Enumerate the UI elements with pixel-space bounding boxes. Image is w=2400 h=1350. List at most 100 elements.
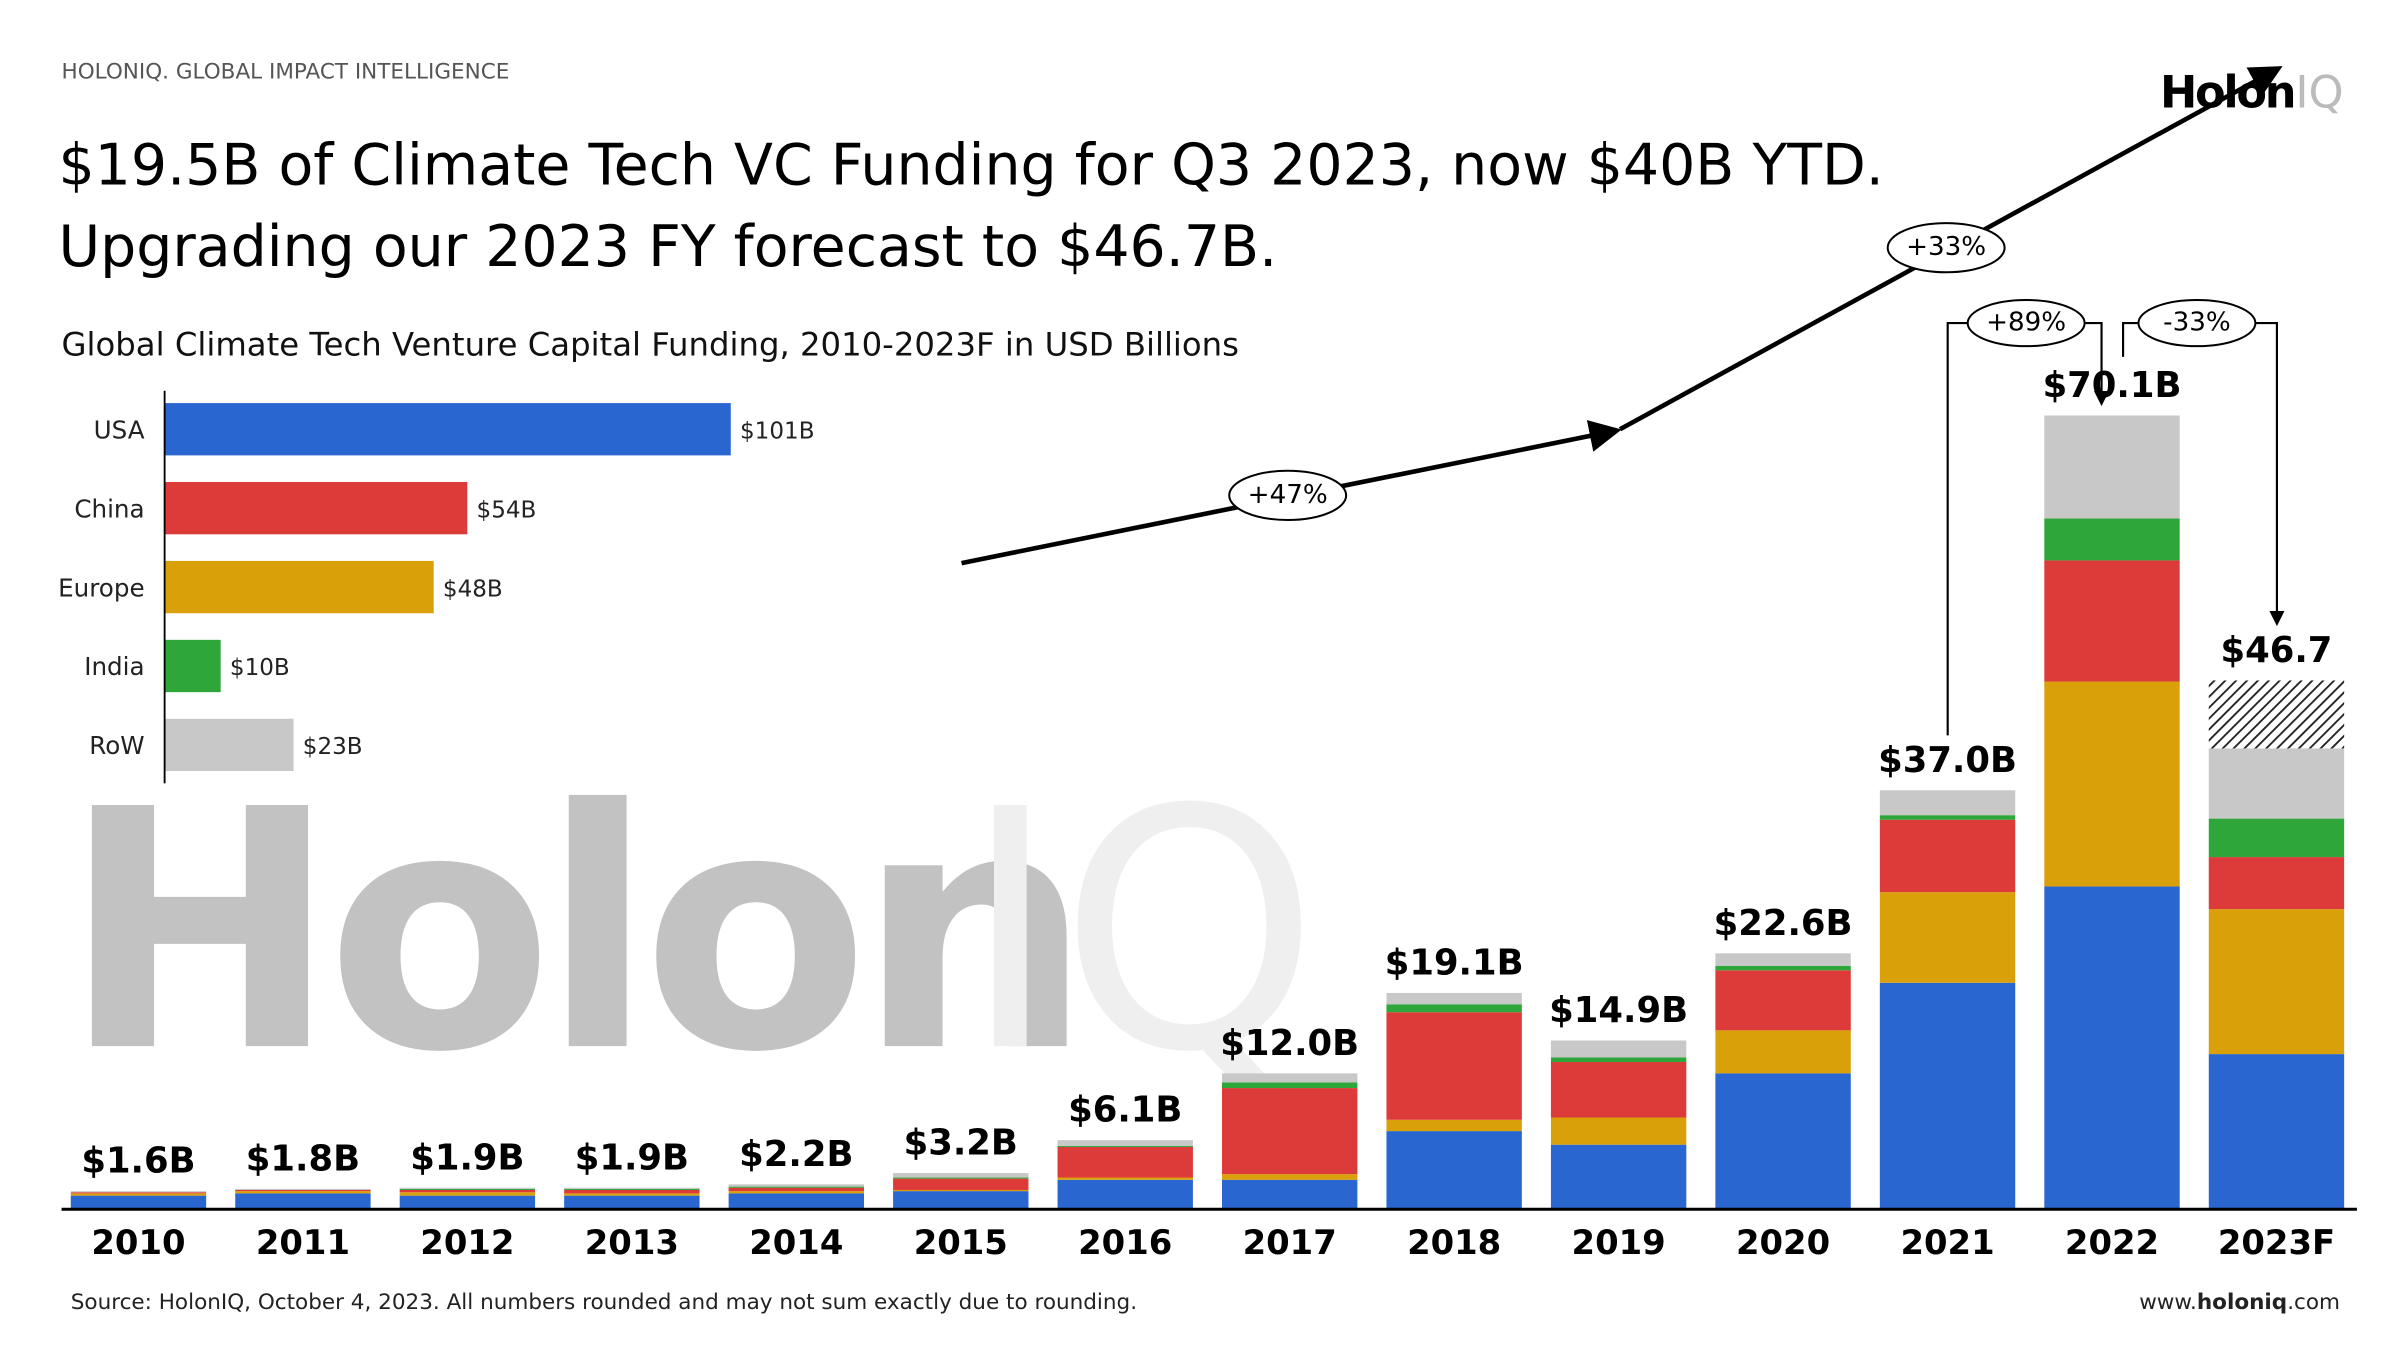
- bar-segment: [1550, 1062, 1687, 1118]
- total-label: $14.9B: [1549, 990, 1688, 1031]
- bar: [164, 639, 221, 693]
- total-label: $1.9B: [575, 1137, 689, 1178]
- bar-segment: [1057, 1145, 1193, 1147]
- total-label: $2.2B: [739, 1134, 853, 1175]
- bar-segment: [1879, 819, 2016, 893]
- bar-segment: [893, 1191, 1029, 1210]
- bar-segment: [1057, 1177, 1193, 1180]
- bar-segment: [1386, 1131, 1522, 1210]
- watermark: Holon IQ: [62, 740, 1320, 1125]
- source: Source: HolonIQ, October 4, 2023. All nu…: [71, 1290, 1137, 1315]
- bar-segment: [2208, 857, 2345, 910]
- annotation: +33%: [1906, 232, 1986, 262]
- annotation: +47%: [1248, 480, 1328, 510]
- bar-segment: [2208, 818, 2345, 858]
- bar-segment: [1222, 1179, 1358, 1210]
- value-label: $54B: [477, 497, 537, 523]
- bar-segment: [235, 1193, 371, 1210]
- bar-segment: [235, 1188, 371, 1190]
- bubble: [1966, 299, 2086, 348]
- bar-segment: [1386, 992, 1522, 1005]
- value-label: $101B: [740, 418, 815, 444]
- total-label: $3.2B: [904, 1123, 1018, 1164]
- bar-segment: [1222, 1082, 1358, 1089]
- bar-segment: [1222, 1088, 1358, 1175]
- logo-iq: IQ: [2295, 67, 2343, 119]
- bar-segment: [399, 1189, 536, 1193]
- bar-segment: [1715, 1030, 1851, 1074]
- bar-segment: [399, 1195, 536, 1210]
- header: HOLONIQ. GLOBAL IMPACT INTELLIGENCE: [62, 59, 510, 84]
- bar-segment: [1057, 1179, 1193, 1210]
- value-label: $10B: [230, 655, 290, 681]
- bar-segment: [1715, 965, 1851, 971]
- bar-segment: [1386, 1004, 1522, 1013]
- x-tick-label: 2013: [585, 1223, 679, 1262]
- x-tick-label: 2023F: [2218, 1223, 2335, 1262]
- bar-segment: [564, 1189, 700, 1194]
- bar-segment: [728, 1186, 864, 1188]
- total-label: $22.6B: [1714, 903, 1853, 944]
- x-tick-label: 2021: [1900, 1223, 1994, 1262]
- bar-segment: [564, 1193, 700, 1196]
- x-tick-label: 2017: [1243, 1223, 1337, 1262]
- website: www.holoniq.com: [2139, 1290, 2340, 1315]
- bar-segment: [1550, 1040, 1687, 1058]
- bar-segment: [235, 1189, 371, 1192]
- x-tick-label: 2015: [914, 1223, 1008, 1262]
- bar-segment: [399, 1192, 536, 1196]
- bar-segment: [1879, 790, 2016, 816]
- bar-segment: [1715, 1073, 1851, 1210]
- annotation: +89%: [1986, 308, 2066, 338]
- bar-segment: [70, 1192, 207, 1194]
- bar-segment: [1879, 815, 2016, 820]
- logo-holon: Holon: [2160, 67, 2294, 119]
- bar-segment: [1879, 982, 2016, 1210]
- bar-segment: [1715, 953, 1851, 966]
- total-label: $6.1B: [1068, 1090, 1182, 1131]
- bar-segment: [70, 1191, 207, 1193]
- bubble: [2137, 299, 2257, 348]
- x-tick-label: 2012: [420, 1223, 514, 1262]
- category-label: USA: [94, 415, 145, 444]
- bar-segment: [399, 1188, 536, 1190]
- bar-segment: [1715, 970, 1851, 1031]
- bar-segment: [564, 1188, 700, 1190]
- subtitle: Global Climate Tech Venture Capital Fund…: [62, 325, 1239, 363]
- bar-segment: [2208, 748, 2345, 819]
- x-tick-label: 2018: [1407, 1223, 1501, 1262]
- bar: [164, 718, 294, 772]
- website-part: .com: [2287, 1290, 2340, 1315]
- bar-segment: [893, 1172, 1029, 1178]
- watermark-iq: IQ: [962, 740, 1320, 1125]
- bar-segment: [893, 1178, 1029, 1190]
- value-label: $48B: [443, 576, 503, 602]
- total-label: $1.9B: [410, 1137, 524, 1178]
- category-label: India: [84, 652, 144, 681]
- bar-segment: [1222, 1073, 1358, 1083]
- total-label: $1.6B: [81, 1141, 195, 1182]
- total-label: $46.7: [2221, 630, 2333, 671]
- bar-segment: [2044, 415, 2180, 519]
- annotation: -33%: [2163, 308, 2231, 338]
- total-label: $19.1B: [1385, 942, 1524, 983]
- x-tick-label: 2022: [2065, 1223, 2159, 1262]
- bar-segment: [728, 1187, 864, 1192]
- bar: [164, 481, 468, 535]
- website-part: www.: [2139, 1290, 2197, 1315]
- total-label: $12.0B: [1220, 1023, 1359, 1064]
- bar-segment: [2208, 680, 2345, 749]
- bubble: [1228, 469, 1348, 521]
- watermark-holon: Holon: [62, 740, 1081, 1125]
- bar-segment: [70, 1193, 207, 1196]
- x-tick-label: 2019: [1572, 1223, 1666, 1262]
- bar-segment: [1057, 1146, 1193, 1178]
- bar-segment: [399, 1187, 536, 1189]
- bar-segment: [1550, 1144, 1687, 1210]
- bar-segment: [893, 1189, 1029, 1192]
- logo: Holon IQ: [2160, 67, 2344, 119]
- bar-segment: [1550, 1057, 1687, 1063]
- bar-segment: [1222, 1174, 1358, 1180]
